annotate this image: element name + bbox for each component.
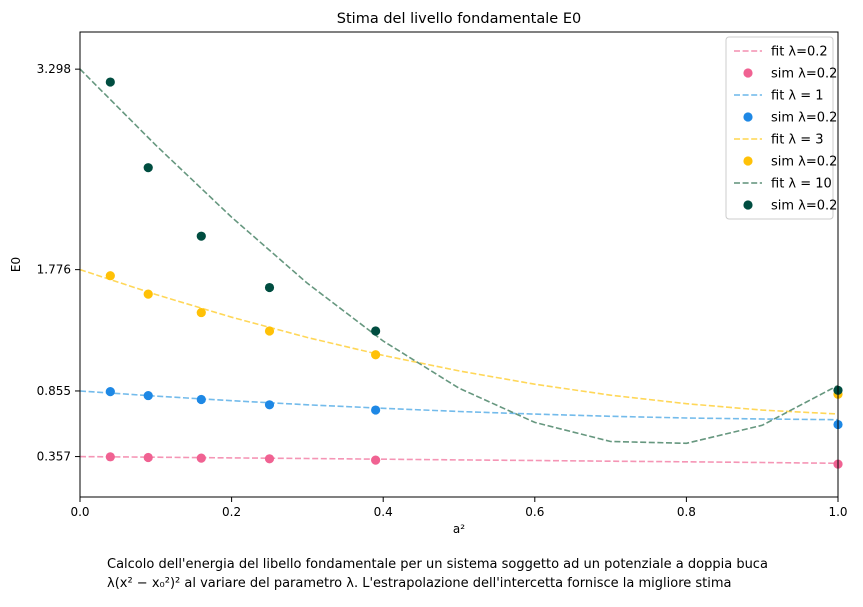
legend-marker-swatch [743, 112, 753, 122]
sim-point [105, 452, 115, 462]
legend-label: sim λ=0.2 [771, 199, 837, 214]
sim-point [371, 455, 381, 465]
sim-point [143, 452, 153, 463]
x-tick-label: 0.8 [677, 505, 696, 519]
legend-box [725, 36, 834, 220]
sim-point [196, 231, 206, 241]
legend-label: sim λ=0.2 [771, 155, 837, 170]
chart-title: Stima del livello fondamentale E0 [337, 11, 581, 27]
sim-point [196, 394, 206, 405]
legend-marker-swatch [743, 68, 753, 78]
x-axis-title: a² [453, 522, 465, 536]
legend-label: fit λ=0.2 [771, 45, 828, 60]
y-tick-label: 0.855 [37, 384, 71, 398]
x-tick-label: 0.6 [525, 505, 544, 519]
sim-point [264, 454, 275, 464]
caption-line-2: λ(x² − x₀²)² al variare del parametro λ.… [107, 576, 732, 591]
plot-frame [79, 31, 839, 498]
sim-point [196, 453, 206, 463]
sim-point [264, 400, 275, 410]
legend: fit λ=0.2 sim λ=0.2 fit λ = 1 sim λ=0.2 fit … [725, 36, 837, 220]
legend-label: fit λ = 1 [771, 89, 824, 104]
sim-point [371, 326, 381, 336]
legend-label: sim λ=0.2 [771, 67, 837, 82]
y-tick-label: 0.357 [37, 450, 71, 464]
sim-point [105, 271, 115, 281]
sim-point [143, 289, 153, 299]
figure-caption: Calcolo dell'energia del libello fondame… [107, 555, 847, 593]
fit-line-2 [79, 390, 839, 421]
fit-line-0 [79, 455, 839, 465]
sim-point [105, 77, 115, 87]
fit-line-4 [79, 268, 839, 415]
x-tick-label: 0.2 [222, 505, 241, 519]
legend-label: sim λ=0.2 [771, 111, 837, 126]
sim-point [143, 390, 153, 401]
sim-point [196, 307, 206, 318]
legend-marker-swatch [743, 156, 753, 166]
sim-point [264, 282, 275, 293]
x-tick-label: 0.4 [374, 505, 393, 519]
sim-point [105, 387, 115, 397]
caption-line-1: Calcolo dell'energia del libello fondame… [107, 557, 768, 572]
y-axis-title: E0 [9, 257, 23, 272]
y-tick-label: 1.776 [37, 263, 71, 277]
x-tick-label: 0.0 [70, 505, 89, 519]
sim-point [371, 350, 381, 360]
legend-marker-swatch [743, 200, 753, 210]
axes: 0.0 0.2 0.4 0.6 0.8 1.0 0.357 0.855 1.776 3.298 [37, 62, 848, 519]
y-tick-label: 3.298 [37, 62, 71, 76]
legend-label: fit λ = 3 [771, 133, 824, 148]
fit-line-6 [79, 68, 839, 445]
plot-area [79, 68, 843, 469]
sim-point [371, 405, 381, 415]
legend-label: fit λ = 10 [771, 177, 832, 192]
sim-point [264, 326, 275, 336]
x-tick-label: 1.0 [828, 505, 847, 519]
sim-point [143, 163, 153, 173]
